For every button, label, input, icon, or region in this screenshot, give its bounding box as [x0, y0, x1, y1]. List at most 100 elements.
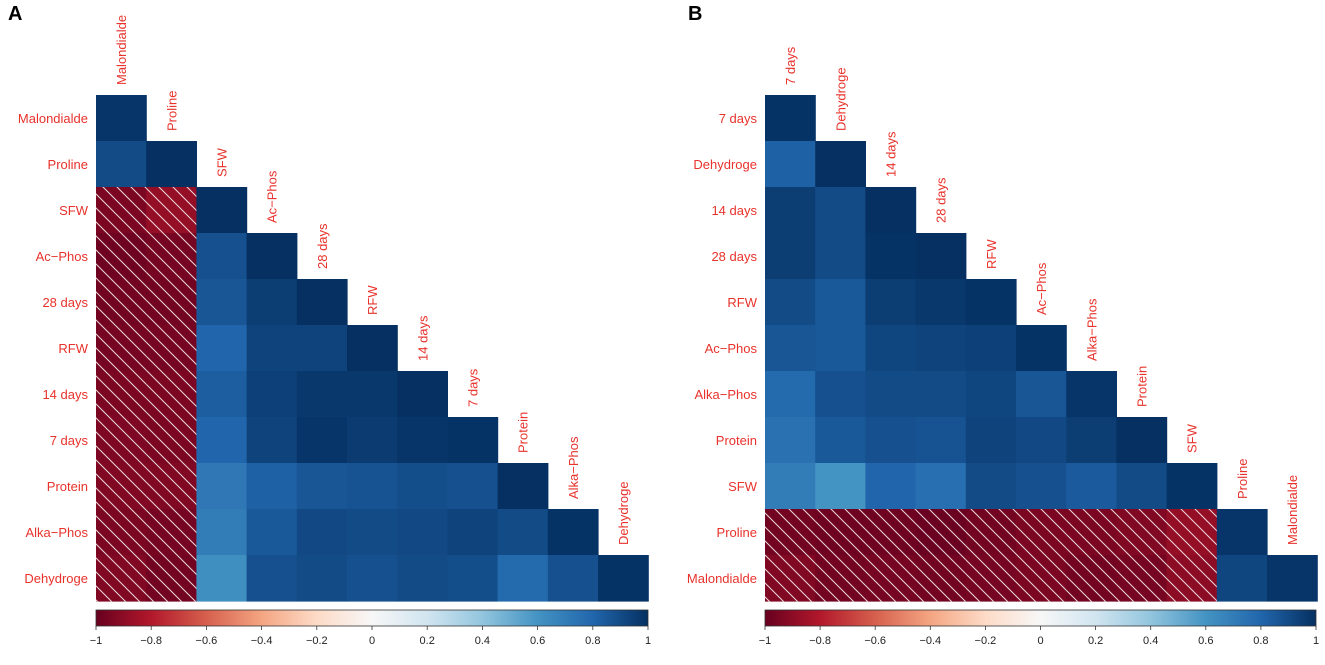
panel-b: B 7 days Dehydroge 14 days 28 days RFW Ac−Pho…: [687, 3, 1319, 647]
heatmap-cell-alka-phos-7-days: [447, 509, 499, 556]
colorbar-tick-label: 0.8: [585, 635, 600, 647]
colorbar-tick-label: −1: [90, 635, 103, 647]
heatmap-cell-ac-phos-dehydroge: [815, 325, 866, 372]
colorbar-tick-label: 0.2: [420, 635, 435, 647]
row-label-ac-phos: Ac−Phos: [705, 341, 758, 356]
heatmap-cell-rfw-sfw: [196, 325, 248, 372]
colorbar-tick-label: 0.6: [530, 635, 545, 647]
heatmap-cell-malondialde-proline: [1216, 555, 1268, 602]
row-label-malondialde: Malondialde: [18, 111, 88, 126]
heatmap-cell-14-days-dehydroge: [815, 187, 866, 234]
heatmap-cell-alka-phos-28-days: [296, 509, 348, 556]
hatch-overlay: [146, 187, 197, 234]
heatmap-cell-sfw-7-days: [765, 463, 816, 510]
row-label-alka-phos: Alka−Phos: [25, 525, 88, 540]
heatmap-cell-malondialde-malondialde: [1267, 555, 1318, 602]
colorbar-tick-label: −0.4: [919, 635, 941, 647]
colorbar-tick-label: 0.6: [1198, 635, 1213, 647]
colorbar-tick-label: 0.4: [475, 635, 490, 647]
heatmap-cell-rfw-rfw: [965, 279, 1017, 326]
heatmap-cell-sfw-protein: [1116, 463, 1168, 510]
hatch-overlay: [146, 463, 197, 510]
heatmap-cell-rfw-ac-phos: [246, 325, 298, 372]
heatmap-cell-alka-phos-ac-phos: [246, 509, 298, 556]
hatch-overlay: [146, 233, 197, 280]
column-label-protein: Protein: [1135, 366, 1150, 407]
heatmap-cell-protein-rfw: [347, 463, 398, 510]
heatmap-cell-alka-phos-14-days: [397, 509, 448, 556]
column-label-rfw: RFW: [365, 285, 380, 315]
hatch-overlay: [96, 463, 147, 510]
hatch-overlay: [96, 279, 147, 326]
hatch-overlay: [146, 509, 197, 556]
hatch-overlay: [146, 371, 197, 418]
hatch-overlay: [96, 371, 147, 418]
heatmap-cell-28-days-dehydroge: [815, 233, 866, 280]
hatch-overlay: [96, 509, 147, 556]
hatch-overlay: [1116, 555, 1168, 602]
heatmap-cell-protein-rfw: [965, 417, 1017, 464]
column-label-alka-phos: Alka−Phos: [1084, 298, 1099, 361]
heatmap-cell-sfw-sfw: [196, 187, 248, 234]
heatmap-cell-7-days-7-days: [447, 417, 499, 464]
heatmap-cell-protein-ac-phos: [1016, 417, 1067, 464]
heatmap-cell-protein-14-days: [397, 463, 448, 510]
hatch-overlay: [915, 509, 967, 556]
heatmap-cell-protein-14-days: [865, 417, 917, 464]
row-label-14-days: 14 days: [711, 203, 757, 218]
heatmap-cell-alka-phos-alka-phos: [547, 509, 599, 556]
heatmap-cell-28-days-28-days: [296, 279, 348, 326]
heatmap-cell-28-days-ac-phos: [246, 279, 298, 326]
column-label-sfw: SFW: [215, 147, 230, 177]
hatch-overlay: [965, 555, 1017, 602]
colorbar-tick-label: −0.8: [140, 635, 162, 647]
colorbar-tick-label: −0.2: [306, 635, 328, 647]
heatmap-cell-alka-phos-28-days: [915, 371, 967, 418]
colorbar: [95, 609, 649, 627]
row-label-ac-phos: Ac−Phos: [36, 249, 89, 264]
heatmap-cell-ac-phos-7-days: [765, 325, 816, 372]
hatch-overlay: [765, 509, 816, 556]
heatmap-cell-alka-phos-dehydroge: [815, 371, 866, 418]
colorbar-tick-label: −0.2: [975, 635, 997, 647]
heatmap-cell-dehydroge-dehydroge: [598, 555, 649, 602]
column-label-dehydroge: Dehydroge: [616, 481, 631, 545]
heatmap-cell-rfw-7-days: [765, 279, 816, 326]
column-label-protein: Protein: [516, 412, 531, 453]
colorbar-tick-label: 0: [369, 635, 375, 647]
hatch-overlay: [965, 509, 1017, 556]
heatmap-cell-ac-phos-rfw: [965, 325, 1017, 372]
hatch-overlay: [146, 279, 197, 326]
colorbar-tick-label: 1: [645, 635, 651, 647]
heatmap-cell-protein-28-days: [296, 463, 348, 510]
colorbar-tick-label: 0.4: [1143, 635, 1158, 647]
row-label-sfw: SFW: [728, 479, 758, 494]
colorbar-tick-label: 0.2: [1088, 635, 1103, 647]
heatmap-cell-alka-phos-rfw: [347, 509, 398, 556]
heatmap-cell-14-days-ac-phos: [246, 371, 298, 418]
heatmap-cell-alka-phos-alka-phos: [1066, 371, 1117, 418]
hatch-overlay: [1016, 509, 1067, 556]
colorbar-tick-label: −0.4: [251, 635, 273, 647]
heatmap-cell-protein-7-days: [447, 463, 499, 510]
heatmap-cell-proline-malondialde: [96, 141, 147, 188]
column-label-ac-phos: Ac−Phos: [265, 170, 280, 223]
heatmap-cell-dehydroge-7-days: [447, 555, 499, 602]
heatmap-cell-14-days-rfw: [347, 371, 398, 418]
row-label-malondialde: Malondialde: [687, 571, 757, 586]
column-label-malondialde: Malondialde: [114, 15, 129, 85]
heatmap-cell-14-days-7-days: [765, 187, 816, 234]
heatmap-cell-14-days-14-days: [397, 371, 448, 418]
hatch-overlay: [915, 555, 967, 602]
heatmap-cell-28-days-28-days: [915, 233, 967, 280]
hatch-overlay: [815, 509, 866, 556]
hatch-overlay: [1066, 555, 1117, 602]
column-label-dehydroge: Dehydroge: [833, 67, 848, 131]
heatmap-cell-sfw-dehydroge: [815, 463, 866, 510]
heatmap-cell-dehydroge-alka-phos: [547, 555, 599, 602]
heatmap-cell-7-days-7-days: [765, 95, 816, 142]
column-label-proline: Proline: [1235, 459, 1250, 499]
column-label-rfw: RFW: [984, 239, 999, 269]
heatmap-cell-dehydroge-ac-phos: [246, 555, 298, 602]
